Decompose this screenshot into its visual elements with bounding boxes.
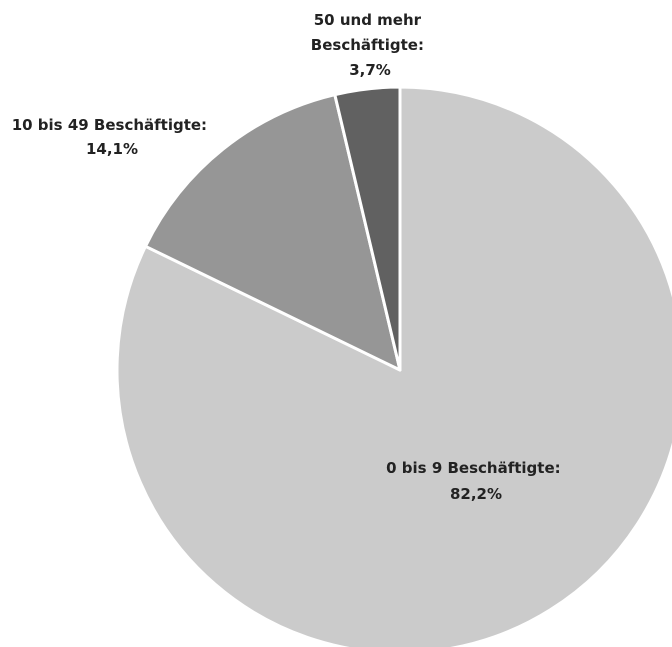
slice-label-50-plus-value: 3,7%	[349, 61, 391, 79]
slice-label-0-9-value: 82,2%	[450, 485, 502, 503]
slice-label-0-9-name: 0 bis 9 Beschäftigte:	[386, 459, 561, 477]
slice-label-50-plus: 50 und mehr Beschäftigte: 3,7%	[311, 11, 429, 79]
slice-10-bis-49	[143, 93, 402, 372]
slice-label-50-plus-line2: Beschäftigte:	[311, 36, 424, 54]
slice-label-50-plus-line1: 50 und mehr	[314, 11, 422, 29]
pie-labels: 0 bis 9 Beschäftigte: 82,2% 10 bis 49 Be…	[12, 11, 566, 503]
slice-label-10-49-name: 10 bis 49 Beschäftigte:	[12, 116, 207, 134]
slice-label-10-49-value: 14,1%	[86, 140, 138, 158]
slice-0-bis-9	[115, 85, 672, 647]
slice-label-10-49: 10 bis 49 Beschäftigte: 14,1%	[12, 116, 213, 158]
slice-label-0-9: 0 bis 9 Beschäftigte: 82,2%	[386, 459, 566, 503]
slice-50-und-mehr	[333, 85, 402, 372]
pie-slices	[115, 85, 672, 647]
